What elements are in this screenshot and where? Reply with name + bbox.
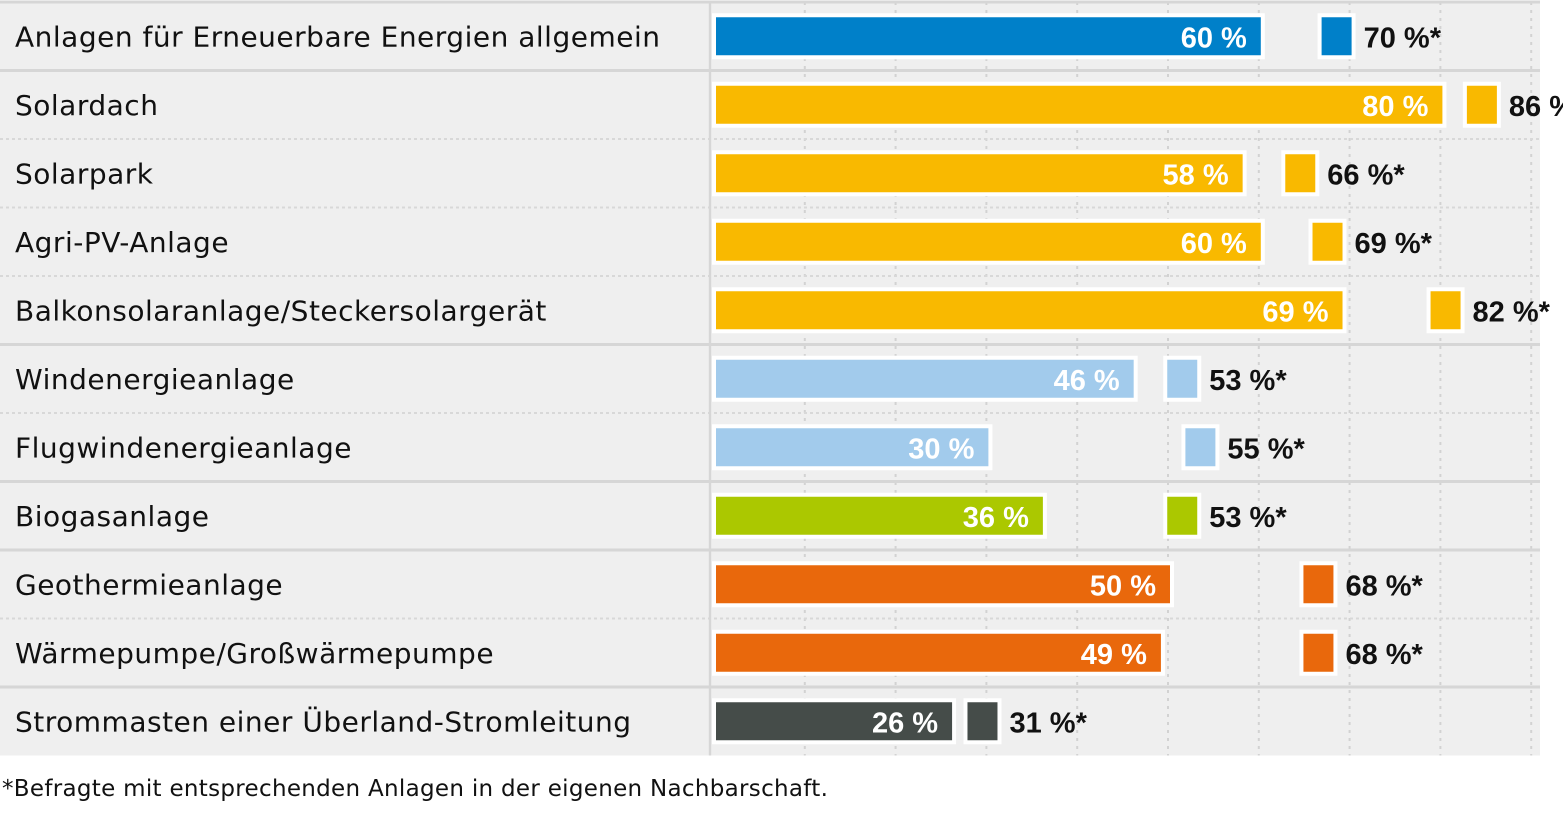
bar-value-label: 50 % <box>1090 570 1156 602</box>
bar-primary <box>716 17 1261 56</box>
bar-primary <box>716 633 1161 672</box>
marker-value-label: 53 %* <box>1209 365 1287 397</box>
bar-value-label: 69 % <box>1262 296 1328 328</box>
marker-secondary <box>1303 565 1334 604</box>
bar-value-label: 26 % <box>872 707 938 739</box>
marker-value-label: 31 %* <box>1009 707 1087 739</box>
category-label: Flugwindenergieanlage <box>15 431 352 464</box>
footnote: *Befragte mit entsprechenden Anlagen in … <box>2 776 829 802</box>
bar-primary <box>716 428 989 467</box>
bar-primary <box>716 359 1134 398</box>
marker-secondary <box>967 702 998 741</box>
category-label: Solarpark <box>15 157 154 190</box>
category-label: Biogasanlage <box>15 500 209 533</box>
marker-secondary <box>1312 222 1343 261</box>
category-label: Agri-PV-Anlage <box>15 226 229 259</box>
bar-value-label: 30 % <box>908 433 974 465</box>
bar-primary <box>716 222 1261 261</box>
marker-secondary <box>1185 428 1216 467</box>
marker-secondary <box>1321 17 1352 56</box>
category-label: Anlagen für Erneuerbare Energien allgeme… <box>15 20 660 53</box>
marker-secondary <box>1167 496 1198 535</box>
bar-value-label: 36 % <box>963 502 1029 534</box>
bar-primary <box>716 154 1243 193</box>
marker-value-label: 69 %* <box>1355 228 1433 260</box>
bar-primary <box>716 496 1043 535</box>
label-column-bg <box>0 2 708 756</box>
bar-value-label: 80 % <box>1362 91 1428 123</box>
category-label: Strommasten einer Überland-Stromleitung <box>15 704 631 738</box>
bar-primary <box>716 565 1170 604</box>
marker-secondary <box>1430 291 1461 330</box>
marker-secondary <box>1466 85 1497 124</box>
bar-primary <box>716 85 1443 124</box>
marker-value-label: 55 %* <box>1227 433 1305 465</box>
marker-value-label: 66 %* <box>1327 159 1405 191</box>
marker-value-label: 82 %* <box>1473 296 1551 328</box>
bar-value-label: 46 % <box>1054 365 1120 397</box>
bar-value-label: 58 % <box>1163 159 1229 191</box>
bar-value-label: 60 % <box>1181 22 1247 54</box>
marker-value-label: 68 %* <box>1345 570 1423 602</box>
marker-secondary <box>1285 154 1316 193</box>
bar-primary <box>716 702 953 741</box>
category-label: Balkonsolaranlage/Steckersolargerät <box>15 294 547 327</box>
marker-value-label: 86 %* <box>1509 91 1563 123</box>
marker-value-label: 53 %* <box>1209 502 1287 534</box>
bar-primary <box>716 291 1343 330</box>
bar-value-label: 49 % <box>1081 639 1147 671</box>
category-label: Solardach <box>15 89 158 122</box>
marker-secondary <box>1303 633 1334 672</box>
marker-secondary <box>1167 359 1198 398</box>
category-label: Wärmepumpe/Großwärmepumpe <box>15 637 494 670</box>
bar-chart: Anlagen für Erneuerbare Energien allgeme… <box>0 0 1563 756</box>
marker-value-label: 68 %* <box>1345 639 1423 671</box>
category-label: Windenergieanlage <box>15 363 295 396</box>
bar-value-label: 60 % <box>1181 228 1247 260</box>
category-label: Geothermieanlage <box>15 568 283 601</box>
marker-value-label: 70 %* <box>1364 22 1442 54</box>
